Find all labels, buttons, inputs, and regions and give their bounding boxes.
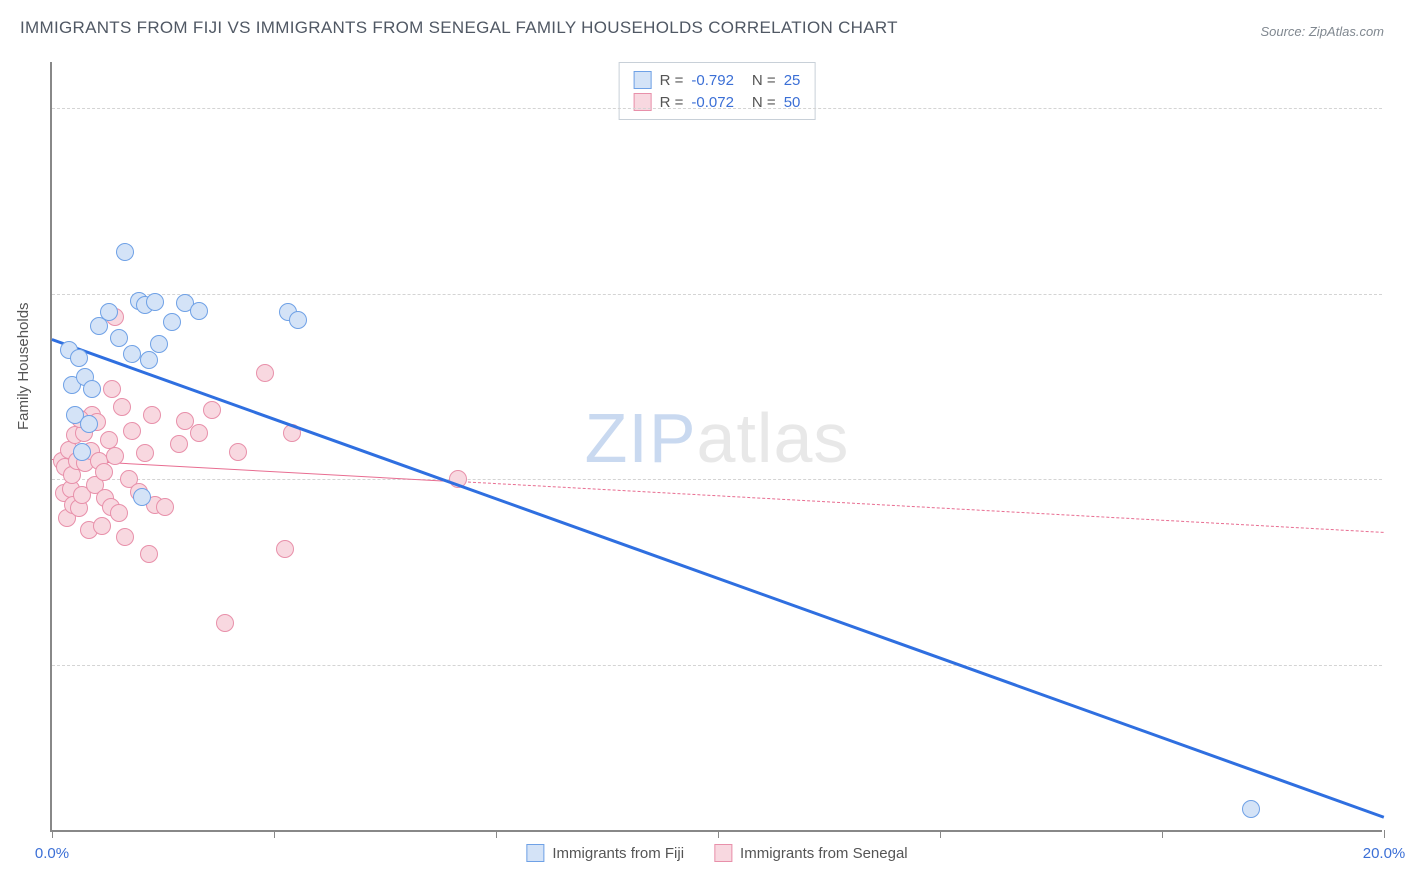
data-point-senegal xyxy=(143,406,161,424)
data-point-senegal xyxy=(110,504,128,522)
data-point-senegal xyxy=(170,435,188,453)
data-point-fiji xyxy=(110,329,128,347)
data-point-senegal xyxy=(123,422,141,440)
data-point-fiji xyxy=(123,345,141,363)
series-legend: Immigrants from Fiji Immigrants from Sen… xyxy=(526,844,907,862)
data-point-senegal xyxy=(216,614,234,632)
data-point-senegal xyxy=(106,447,124,465)
correlation-legend: R = -0.792 N = 25 R = -0.072 N = 50 xyxy=(619,62,816,120)
legend-r-label: R = xyxy=(660,72,684,89)
y-axis-label: Family Households xyxy=(15,302,32,430)
scatter-plot-area: ZIPatlas R = -0.792 N = 25 R = -0.072 N … xyxy=(50,62,1382,832)
legend-label-senegal: Immigrants from Senegal xyxy=(740,845,908,862)
data-point-senegal xyxy=(140,545,158,563)
data-point-senegal xyxy=(276,540,294,558)
x-tick-label: 0.0% xyxy=(35,845,69,862)
x-tick xyxy=(940,830,941,838)
data-point-senegal xyxy=(113,398,131,416)
legend-swatch-senegal xyxy=(714,844,732,862)
data-point-fiji xyxy=(289,311,307,329)
data-point-senegal xyxy=(190,424,208,442)
data-point-senegal xyxy=(203,401,221,419)
legend-item-senegal: Immigrants from Senegal xyxy=(714,844,908,862)
legend-swatch-fiji xyxy=(634,71,652,89)
legend-item-fiji: Immigrants from Fiji xyxy=(526,844,684,862)
watermark-part1: ZIP xyxy=(585,399,697,477)
x-tick xyxy=(496,830,497,838)
watermark-part2: atlas xyxy=(697,399,850,477)
data-point-senegal xyxy=(116,528,134,546)
legend-n-label: N = xyxy=(752,72,776,89)
data-point-senegal xyxy=(156,498,174,516)
data-point-senegal xyxy=(256,364,274,382)
watermark: ZIPatlas xyxy=(585,398,850,478)
data-point-fiji xyxy=(116,243,134,261)
legend-label-fiji: Immigrants from Fiji xyxy=(552,845,684,862)
x-tick xyxy=(718,830,719,838)
legend-r-value-fiji: -0.792 xyxy=(691,72,734,89)
data-point-senegal xyxy=(103,380,121,398)
data-point-fiji xyxy=(83,380,101,398)
x-tick xyxy=(1162,830,1163,838)
data-point-senegal xyxy=(95,463,113,481)
data-point-fiji xyxy=(100,303,118,321)
data-point-fiji xyxy=(146,293,164,311)
data-point-senegal xyxy=(229,443,247,461)
source-attribution: Source: ZipAtlas.com xyxy=(1260,24,1384,39)
gridline xyxy=(52,108,1382,109)
legend-row-senegal: R = -0.072 N = 50 xyxy=(634,91,801,113)
data-point-senegal xyxy=(136,444,154,462)
data-point-fiji xyxy=(150,335,168,353)
data-point-fiji xyxy=(70,349,88,367)
x-tick-label: 20.0% xyxy=(1363,845,1406,862)
legend-row-fiji: R = -0.792 N = 25 xyxy=(634,69,801,91)
data-point-fiji xyxy=(133,488,151,506)
data-point-fiji xyxy=(80,415,98,433)
trendline-senegal xyxy=(458,481,1384,533)
data-point-fiji xyxy=(73,443,91,461)
gridline xyxy=(52,294,1382,295)
x-tick xyxy=(52,830,53,838)
data-point-fiji xyxy=(163,313,181,331)
gridline xyxy=(52,479,1382,480)
gridline xyxy=(52,665,1382,666)
x-tick xyxy=(1384,830,1385,838)
legend-swatch-fiji xyxy=(526,844,544,862)
legend-n-value-fiji: 25 xyxy=(784,72,801,89)
data-point-fiji xyxy=(1242,800,1260,818)
data-point-senegal xyxy=(93,517,111,535)
chart-title: IMMIGRANTS FROM FIJI VS IMMIGRANTS FROM … xyxy=(20,18,898,38)
x-tick xyxy=(274,830,275,838)
data-point-fiji xyxy=(190,302,208,320)
data-point-fiji xyxy=(140,351,158,369)
trendline-fiji xyxy=(52,338,1385,818)
data-point-senegal xyxy=(100,431,118,449)
